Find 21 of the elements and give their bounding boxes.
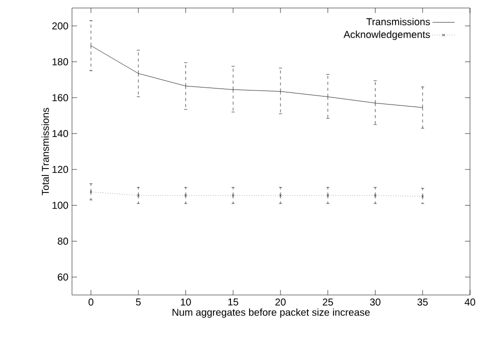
x-tick-label: 5 [136, 298, 141, 306]
x-tick-label: 0 [88, 298, 94, 306]
x-tick-label: 25 [322, 298, 333, 306]
x-tick-label: 15 [228, 298, 238, 306]
legend-label: Acknowledgements [344, 30, 430, 40]
x-tick-label: 10 [180, 298, 191, 306]
y-tick-label: 120 [52, 166, 68, 173]
x-tick-label: 30 [370, 298, 380, 306]
y-tick-label: 180 [52, 58, 68, 66]
x-tick-label: 40 [464, 298, 476, 306]
y-tick-label: 80 [58, 238, 68, 245]
y-tick-label: 60 [58, 274, 68, 281]
x-axis-title: Num aggregates before packet size increase [172, 308, 370, 318]
x-tick-label: 35 [417, 298, 428, 306]
legend-label: Transmissions [366, 18, 430, 26]
y-tick-label: 100 [52, 202, 68, 209]
y-tick-label: 140 [52, 130, 68, 138]
y-tick-label: 160 [52, 94, 68, 102]
y-axis-title: Total Transmissions [42, 108, 49, 196]
y-tick-label: 200 [52, 22, 68, 30]
x-tick-label: 20 [275, 298, 286, 306]
